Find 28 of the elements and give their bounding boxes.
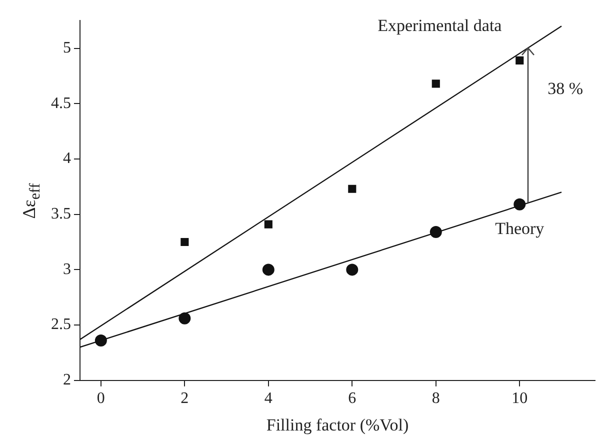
point (94, 334, 107, 347)
point (430, 226, 442, 238)
y-tick-label: 2 (63, 372, 71, 389)
annotation: 38 % (548, 78, 584, 98)
x-axis-title: Filling factor (%Vol) (266, 415, 409, 434)
y-tick-label: 3.5 (51, 206, 71, 223)
point (180, 238, 189, 246)
y-tick-label: 4 (63, 150, 71, 168)
point (346, 264, 358, 276)
point (514, 198, 526, 210)
y-tick-label: 4.5 (51, 94, 71, 112)
point (348, 184, 356, 193)
x-tick-label: 0 (96, 390, 105, 408)
x-tick-label: 6 (348, 390, 356, 408)
x-tick-label: 2 (180, 390, 189, 408)
series-label: Theory (495, 219, 545, 238)
point (262, 264, 274, 276)
point (432, 80, 440, 88)
x-tick-label: 10 (512, 390, 528, 408)
y-tick-label: 3 (63, 260, 71, 278)
point (516, 56, 524, 64)
point (264, 220, 272, 228)
series-label: Experimental data (378, 16, 502, 35)
x-tick-label: 8 (432, 390, 440, 408)
point (178, 312, 191, 324)
y-tick-label: 5 (63, 39, 71, 56)
x-tick-label: 4 (264, 390, 272, 408)
y-tick-label: 2.5 (51, 316, 71, 334)
